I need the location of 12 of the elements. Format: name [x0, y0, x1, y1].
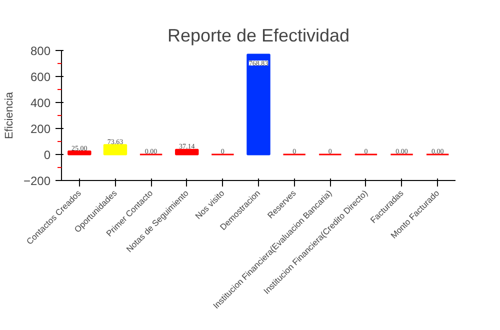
bar [246, 54, 270, 156]
y-tick-label: 600 [30, 70, 51, 84]
y-tick-label: 800 [30, 44, 51, 58]
y-tick-label: 400 [30, 96, 51, 110]
y-tick-label: −200 [23, 174, 51, 188]
y-axis-title: Eficiencia [3, 91, 16, 140]
y-tick-label: 0 [44, 148, 51, 162]
chart-title: Reporte de Efectividad [167, 26, 350, 46]
bar [68, 150, 92, 156]
bar [103, 144, 128, 156]
bar [175, 148, 199, 156]
y-tick-label: 200 [30, 122, 51, 136]
